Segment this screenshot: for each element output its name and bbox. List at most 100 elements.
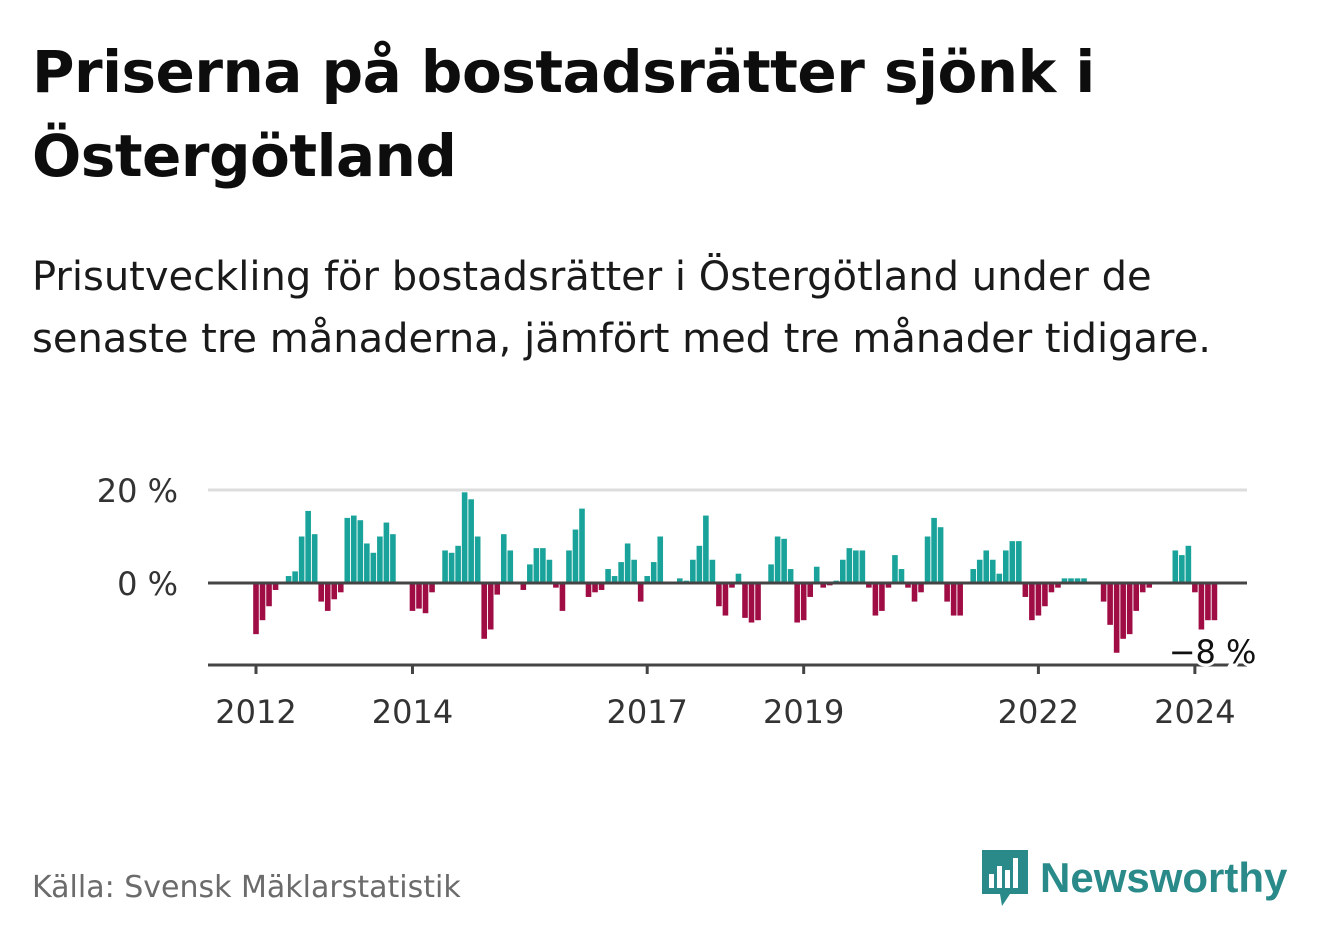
bar xyxy=(970,569,976,583)
bar xyxy=(298,536,305,583)
bar xyxy=(344,517,351,583)
bar xyxy=(1107,583,1113,625)
newsworthy-logo-icon xyxy=(982,850,1028,906)
bar xyxy=(455,545,461,583)
x-tick-label: 2017 xyxy=(606,693,687,731)
bar xyxy=(429,583,435,593)
bar xyxy=(1003,550,1009,583)
bar xyxy=(846,548,853,584)
bar-chart: 20 % 0 % 2012 2014 2017 2019 2022 2024 −8 % xyxy=(97,472,1260,731)
bar xyxy=(989,559,996,583)
bar xyxy=(1192,583,1198,593)
bar xyxy=(657,536,664,583)
bar xyxy=(364,543,370,583)
source-note: Källa: Svensk Mäklarstatistik xyxy=(32,870,461,905)
bar xyxy=(794,583,800,623)
bar xyxy=(553,583,559,588)
bar xyxy=(474,536,481,583)
bar xyxy=(677,578,683,583)
x-tick-label: 2014 xyxy=(372,693,453,731)
bar xyxy=(1100,583,1107,602)
bar xyxy=(911,583,918,602)
bar xyxy=(357,520,364,583)
bar xyxy=(598,583,605,590)
bar xyxy=(533,548,540,584)
bar xyxy=(500,534,507,583)
bar xyxy=(351,515,357,583)
bar xyxy=(853,550,859,583)
bar xyxy=(592,583,598,593)
bar xyxy=(559,583,566,611)
bar xyxy=(735,573,742,583)
bar xyxy=(1126,583,1133,635)
bar xyxy=(944,583,950,602)
bar xyxy=(872,583,879,616)
bar xyxy=(572,529,579,584)
bar xyxy=(481,583,487,639)
bar xyxy=(709,559,716,583)
bar xyxy=(650,562,657,584)
bar xyxy=(937,527,944,583)
bar xyxy=(1179,555,1185,583)
bar xyxy=(331,583,338,600)
bar xyxy=(931,517,937,583)
bar xyxy=(1068,578,1074,583)
bar xyxy=(468,499,474,583)
bar xyxy=(742,583,748,618)
bar xyxy=(644,576,650,584)
last-value-label: −8 % xyxy=(1169,633,1257,671)
x-tick-label: 2019 xyxy=(763,693,844,731)
bar xyxy=(716,583,722,607)
bar xyxy=(579,508,585,583)
x-tick-label: 2024 xyxy=(1154,693,1235,731)
bar xyxy=(820,583,827,588)
bar xyxy=(1120,583,1126,639)
bar xyxy=(259,583,266,621)
bar xyxy=(494,583,501,595)
bar xyxy=(1133,583,1139,611)
bar xyxy=(1016,541,1022,583)
bar xyxy=(253,583,259,635)
bar xyxy=(318,583,324,602)
bar xyxy=(957,583,963,616)
bar xyxy=(266,583,272,607)
bar xyxy=(442,550,448,583)
bar xyxy=(722,583,729,616)
bar xyxy=(1029,583,1035,621)
bar xyxy=(781,538,787,583)
bar xyxy=(377,536,383,583)
bar xyxy=(618,562,624,584)
bar xyxy=(1211,583,1218,621)
bar xyxy=(696,545,703,583)
bar xyxy=(1055,583,1061,588)
chart-subtitle: Prisutveckling för bostadsrätter i Öster… xyxy=(32,254,1211,362)
bar xyxy=(703,515,709,583)
bar xyxy=(566,550,572,583)
bar xyxy=(729,583,735,588)
bar xyxy=(390,534,396,583)
bar xyxy=(950,583,957,616)
bar xyxy=(748,583,755,623)
bar xyxy=(690,559,696,583)
bar xyxy=(605,569,611,583)
bar xyxy=(774,536,781,583)
bar xyxy=(996,573,1003,583)
bar xyxy=(787,569,794,583)
bar xyxy=(1035,583,1042,616)
bar xyxy=(813,566,820,583)
bar xyxy=(866,583,872,588)
brand-name: Newsworthy xyxy=(1040,854,1288,901)
bar xyxy=(905,583,911,588)
bar xyxy=(611,576,618,584)
bar xyxy=(487,583,494,630)
brand-logo[interactable]: Newsworthy xyxy=(980,848,1287,908)
bar xyxy=(918,583,924,593)
bar xyxy=(1185,545,1192,583)
bar xyxy=(976,559,983,583)
bar xyxy=(1074,578,1081,583)
x-tick-label: 2012 xyxy=(215,693,296,731)
bar xyxy=(546,559,553,583)
bar xyxy=(305,510,311,583)
bar xyxy=(800,583,807,621)
bar xyxy=(879,583,885,611)
